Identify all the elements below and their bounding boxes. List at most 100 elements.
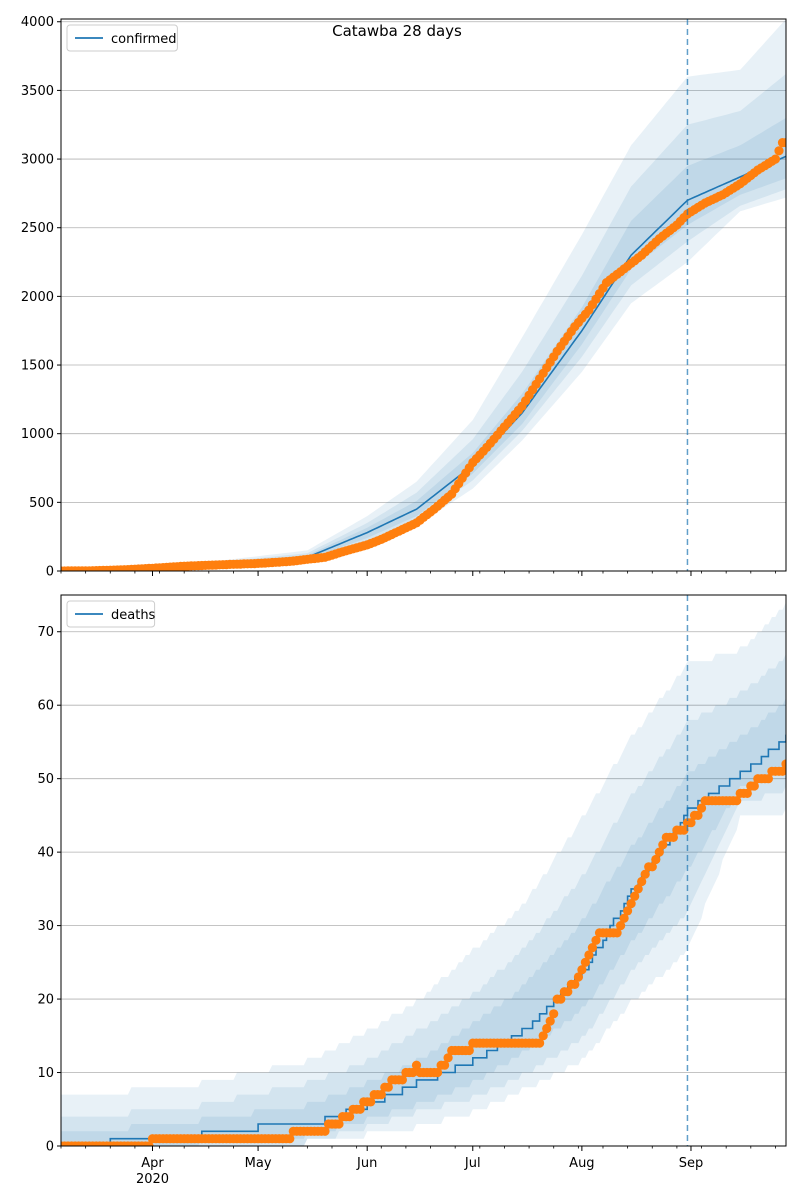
observed-point <box>626 899 636 909</box>
observed-point <box>668 832 679 843</box>
uncertainty-band <box>61 19 786 571</box>
observed-point <box>679 825 689 835</box>
y-tick-label: 3000 <box>21 153 54 168</box>
observed-point <box>637 876 647 887</box>
observed-point <box>584 950 594 960</box>
observed-point <box>591 935 601 945</box>
uncertainty-band <box>61 602 786 1146</box>
observed-point <box>623 906 633 916</box>
y-tick-label: 30 <box>37 919 54 934</box>
observed-point <box>408 1067 418 1078</box>
observed-point <box>732 796 742 806</box>
observed-point <box>573 972 584 982</box>
observed-point <box>781 759 786 769</box>
legend-box <box>66 600 156 628</box>
x-tick-label: Aug <box>569 1156 594 1171</box>
observed-point <box>556 994 566 1004</box>
observed-point <box>397 1075 407 1085</box>
x-tick-label: Sep <box>679 1156 704 1171</box>
confirmed-panel: 0 500 1000 1500 2000 2500 3000 3500 4000 confirme… <box>21 15 787 580</box>
observed-point <box>542 1023 552 1034</box>
y-tick-label: 40 <box>37 846 54 861</box>
observed-point <box>334 1119 344 1129</box>
observed-point <box>696 803 707 813</box>
observed-point <box>770 154 781 164</box>
observed-point <box>366 1097 376 1107</box>
observed-point <box>549 1009 559 1019</box>
plot-area <box>61 19 786 571</box>
uncertainty-band <box>61 117 786 571</box>
y-tick-label: 60 <box>37 699 54 714</box>
observed-point <box>545 1016 555 1026</box>
observed-point <box>774 146 784 156</box>
observed-point <box>580 957 591 967</box>
observed-point <box>630 891 640 901</box>
observed-point <box>742 788 752 799</box>
observed-point <box>383 1082 393 1092</box>
observed-point <box>464 1045 474 1056</box>
y-tick-label: 1500 <box>21 359 54 374</box>
uncertainty-band <box>61 73 786 571</box>
legend-box <box>66 24 178 52</box>
axes-frame <box>60 18 787 572</box>
x-year-label: 2020 <box>136 1172 169 1187</box>
y-tick-label: 10 <box>37 1066 54 1081</box>
observed-point <box>640 869 650 879</box>
y-tick-label: 2500 <box>21 221 54 236</box>
observed-point <box>658 840 668 850</box>
y-tick-label: 500 <box>29 496 54 511</box>
observed-point <box>538 1031 548 1041</box>
observed-point <box>647 862 657 872</box>
observed-point <box>686 818 696 828</box>
uncertainty-band <box>61 697 786 1146</box>
observed-point <box>654 847 664 857</box>
axes-frame <box>60 594 787 1147</box>
observed-point <box>781 138 786 148</box>
y-tick-label: 1000 <box>21 427 54 442</box>
observed-point <box>433 1067 443 1078</box>
y-tick-label: 2000 <box>21 290 54 305</box>
observed-point <box>440 1060 450 1070</box>
observed-point <box>285 1134 295 1144</box>
observed-point <box>563 987 573 997</box>
plot-area <box>61 602 786 1146</box>
legend: confirmed <box>66 24 178 52</box>
x-tick-label: Jun <box>356 1156 377 1171</box>
chart-title: Catawba 28 days <box>332 22 462 40</box>
x-tick-label: Apr <box>141 1156 164 1171</box>
y-tick-label: 50 <box>37 772 54 787</box>
observed-point <box>693 810 703 821</box>
observed-point <box>612 928 622 938</box>
x-tick-label: May <box>245 1156 272 1171</box>
x-tick-label: Jul <box>464 1156 481 1171</box>
legend-label: deaths <box>111 608 156 623</box>
observed-point <box>651 854 661 865</box>
legend-label: confirmed <box>111 32 177 47</box>
observed-point <box>633 884 643 894</box>
observed-point <box>587 943 598 953</box>
y-tick-label: 0 <box>46 565 54 580</box>
observed-point <box>616 921 626 931</box>
y-tick-label: 70 <box>37 625 54 640</box>
observed-point <box>749 781 759 791</box>
uncertainty-band <box>61 653 786 1146</box>
observed-point <box>577 965 587 975</box>
y-tick-label: 3500 <box>21 84 54 99</box>
observed-point <box>320 1126 330 1136</box>
observed-point <box>376 1090 386 1100</box>
legend: deaths <box>66 600 156 628</box>
observed-point <box>345 1112 355 1122</box>
y-tick-label: 0 <box>46 1140 54 1155</box>
observed-point <box>411 1060 422 1070</box>
observed-point <box>777 766 786 776</box>
observed-point <box>443 1053 453 1063</box>
observed-point <box>619 913 629 923</box>
observed-point <box>535 1038 545 1048</box>
y-tick-label: 20 <box>37 993 54 1008</box>
observed-point <box>355 1104 365 1114</box>
observed-point <box>570 979 580 990</box>
y-tick-label: 4000 <box>21 15 54 30</box>
